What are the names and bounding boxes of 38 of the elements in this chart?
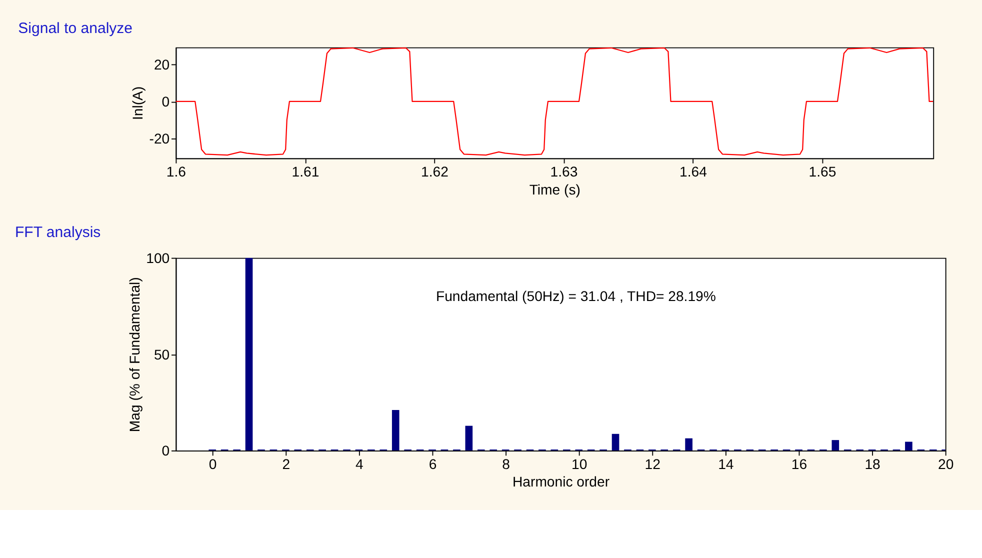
- x-tick-label: 4: [356, 456, 364, 472]
- x-tick-label: 16: [791, 456, 808, 472]
- bar: [245, 258, 253, 450]
- x-tick-label: 2: [282, 456, 290, 472]
- annotation: Fundamental (50Hz) = 31.04 , THD= 28.19%: [436, 288, 716, 304]
- x-tick-label: 1.65: [808, 164, 836, 180]
- x-tick-label: 6: [428, 456, 437, 472]
- x-tick-label: 18: [864, 456, 881, 472]
- bar: [392, 410, 400, 450]
- x-tick-label: 1.61: [292, 164, 320, 180]
- x-tick-label: 20: [938, 456, 954, 472]
- bar: [465, 426, 473, 450]
- x-tick-label: 1.63: [550, 164, 578, 180]
- chart-title: FFT analysis: [15, 224, 101, 242]
- x-tick-label: 14: [718, 456, 734, 472]
- x-tick-label: 1.62: [420, 164, 449, 180]
- y-tick-label: -20: [149, 130, 170, 147]
- y-axis-title: Inl(A): [130, 86, 146, 120]
- x-tick-label: 8: [502, 456, 510, 472]
- y-axis-title: Mag (% of Fundamental): [126, 277, 143, 432]
- y-tick-label: 20: [154, 56, 170, 73]
- y-tick-label: 50: [154, 346, 170, 362]
- y-tick-label: 0: [162, 442, 170, 459]
- y-tick-label: 100: [146, 250, 170, 266]
- bar: [832, 440, 840, 450]
- x-tick-label: 0: [208, 456, 217, 472]
- x-axis-title: Harmonic order: [512, 474, 610, 490]
- line-series: [176, 47, 934, 156]
- chart-title: Signal to analyze: [18, 20, 133, 38]
- bar: [685, 438, 692, 450]
- x-tick-label: 12: [644, 456, 661, 472]
- x-tick-label: 1.6: [166, 164, 186, 180]
- bar: [612, 434, 620, 450]
- bar: [905, 442, 912, 450]
- x-axis-title: Time (s): [529, 181, 580, 198]
- y-tick-label: 0: [162, 94, 170, 110]
- x-tick-label: 1.64: [679, 164, 708, 180]
- x-tick-label: 10: [571, 456, 588, 472]
